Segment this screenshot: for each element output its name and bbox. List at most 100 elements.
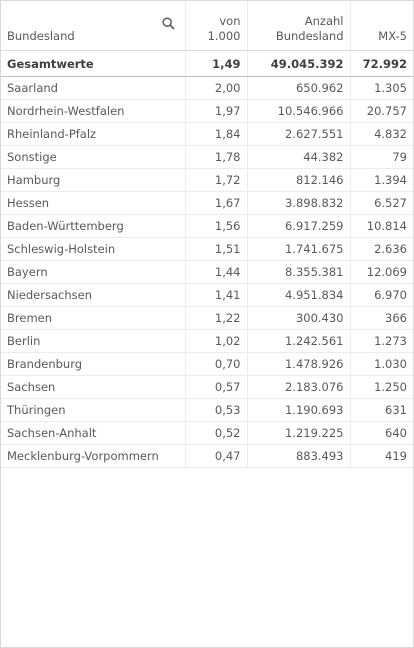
cell: Brandenburg — [1, 352, 185, 376]
column-header[interactable]: Anzahl Bundesland — [246, 1, 350, 51]
data-row[interactable]: Sachsen 0,57 2.183.076 1.250 — [1, 375, 413, 399]
cell: 0,52 — [184, 421, 247, 445]
data-row[interactable]: Thüringen 0,53 1.190.693 631 — [1, 398, 413, 422]
cell: Hamburg — [1, 168, 185, 192]
data-row[interactable]: Saarland 2,00 650.962 1.305 — [1, 76, 413, 100]
cell: 812.146 — [246, 168, 350, 192]
cell: 2,00 — [184, 76, 247, 100]
cell: 1.273 — [349, 329, 413, 353]
cell: Bremen — [1, 306, 185, 330]
cell: Rheinland-Pfalz — [1, 122, 185, 146]
cell: Hessen — [1, 191, 185, 215]
cell: 4.951.834 — [246, 283, 350, 307]
cell: 12.069 — [349, 260, 413, 284]
cell: 1,44 — [184, 260, 247, 284]
table-body: Gesamtwerte 1,49 49.045.392 72.992 Saarland 2… — [1, 50, 413, 468]
cell: 650.962 — [246, 76, 350, 100]
cell: 79 — [349, 145, 413, 169]
cell: Schleswig-Holstein — [1, 237, 185, 261]
cell: Berlin — [1, 329, 185, 353]
data-row[interactable]: Bremen 1,22 300.430 366 — [1, 306, 413, 330]
cell: 419 — [349, 444, 413, 468]
totals-cell: 1,49 — [184, 50, 247, 77]
cell: 1.250 — [349, 375, 413, 399]
data-row[interactable]: Schleswig-Holstein 1,51 1.741.675 2.636 — [1, 237, 413, 261]
cell: 1.741.675 — [246, 237, 350, 261]
cell: 1,51 — [184, 237, 247, 261]
data-row[interactable]: Niedersachsen 1,41 4.951.834 6.970 — [1, 283, 413, 307]
cell: 6.917.259 — [246, 214, 350, 238]
header-label: MX-5 — [378, 29, 407, 43]
cell: 1.190.693 — [246, 398, 350, 422]
header-label: Bundesland — [275, 29, 344, 43]
cell: 2.183.076 — [246, 375, 350, 399]
header-label: Bundesland — [7, 29, 75, 43]
cell: 300.430 — [246, 306, 350, 330]
cell: 3.898.832 — [246, 191, 350, 215]
cell: 6.970 — [349, 283, 413, 307]
data-row[interactable]: Hamburg 1,72 812.146 1.394 — [1, 168, 413, 192]
data-row[interactable]: Brandenburg 0,70 1.478.926 1.030 — [1, 352, 413, 376]
data-row[interactable]: Bayern 1,44 8.355.381 12.069 — [1, 260, 413, 284]
cell: 1,67 — [184, 191, 247, 215]
cell: 1.478.926 — [246, 352, 350, 376]
cell: 44.382 — [246, 145, 350, 169]
cell: 883.493 — [246, 444, 350, 468]
cell: 1.242.561 — [246, 329, 350, 353]
header-label: 1.000 — [207, 29, 241, 43]
cell: 1,97 — [184, 99, 247, 123]
cell: 20.757 — [349, 99, 413, 123]
totals-cell: 72.992 — [349, 50, 413, 77]
column-header[interactable]: MX-5 — [349, 1, 413, 51]
cell: Saarland — [1, 76, 185, 100]
cell: 1,02 — [184, 329, 247, 353]
cell: Nordrhein-Westfalen — [1, 99, 185, 123]
cell: 1,78 — [184, 145, 247, 169]
cell: Mecklenburg-Vorpommern — [1, 444, 185, 468]
cell: Baden-Württemberg — [1, 214, 185, 238]
totals-cell: 49.045.392 — [246, 50, 350, 77]
cell: 1.394 — [349, 168, 413, 192]
cell: 1.305 — [349, 76, 413, 100]
cell: 1.030 — [349, 352, 413, 376]
cell: 2.627.551 — [246, 122, 350, 146]
cell: Niedersachsen — [1, 283, 185, 307]
cell: Sachsen-Anhalt — [1, 421, 185, 445]
cell: 4.832 — [349, 122, 413, 146]
data-row[interactable]: Nordrhein-Westfalen 1,97 10.546.966 20.757 — [1, 99, 413, 123]
data-row[interactable]: Rheinland-Pfalz 1,84 2.627.551 4.832 — [1, 122, 413, 146]
cell: 1,72 — [184, 168, 247, 192]
column-header[interactable]: Bundesland — [1, 1, 185, 51]
column-header[interactable]: von 1.000 — [184, 1, 247, 51]
cell: Sachsen — [1, 375, 185, 399]
cell: 10.814 — [349, 214, 413, 238]
data-row[interactable]: Baden-Württemberg 1,56 6.917.259 10.814 — [1, 214, 413, 238]
cell: 1,41 — [184, 283, 247, 307]
totals-cell: Gesamtwerte — [1, 50, 185, 77]
cell: 0,53 — [184, 398, 247, 422]
data-row[interactable]: Mecklenburg-Vorpommern 0,47 883.493 419 — [1, 444, 413, 468]
cell: 1,56 — [184, 214, 247, 238]
cell: 0,57 — [184, 375, 247, 399]
cell: 8.355.381 — [246, 260, 350, 284]
cell: 1,84 — [184, 122, 247, 146]
cell: 366 — [349, 306, 413, 330]
cell: Bayern — [1, 260, 185, 284]
header-label: Anzahl — [304, 14, 344, 28]
data-row[interactable]: Berlin 1,02 1.242.561 1.273 — [1, 329, 413, 353]
cell: 0,70 — [184, 352, 247, 376]
data-row[interactable]: Sonstige 1,78 44.382 79 — [1, 145, 413, 169]
data-table: Bundesland von 1.000 Anzahl Bundesland MX-5 G… — [1, 1, 413, 468]
cell: 0,47 — [184, 444, 247, 468]
search-icon[interactable] — [161, 17, 175, 30]
cell: 1.219.225 — [246, 421, 350, 445]
cell: 1,22 — [184, 306, 247, 330]
cell: 2.636 — [349, 237, 413, 261]
data-row[interactable]: Sachsen-Anhalt 0,52 1.219.225 640 — [1, 421, 413, 445]
data-row[interactable]: Hessen 1,67 3.898.832 6.527 — [1, 191, 413, 215]
cell: 640 — [349, 421, 413, 445]
cell: Sonstige — [1, 145, 185, 169]
cell: 10.546.966 — [246, 99, 350, 123]
totals-row: Gesamtwerte 1,49 49.045.392 72.992 — [1, 50, 413, 77]
